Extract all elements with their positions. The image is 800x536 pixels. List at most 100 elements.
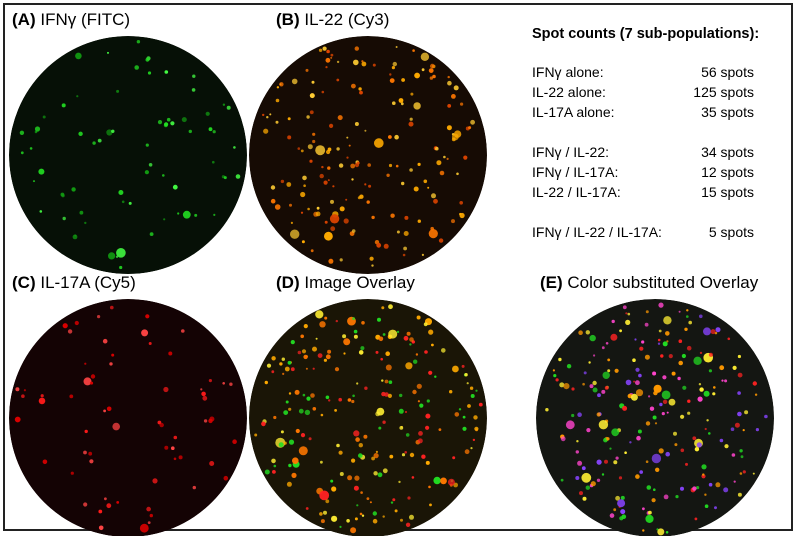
spot [372,518,378,524]
spot [162,174,165,177]
spot [404,410,408,414]
count-label: IL-17A alone: [532,104,615,120]
spot [635,380,640,386]
spot [336,78,340,82]
spot [335,319,338,323]
spot [305,367,308,370]
spot [303,184,306,187]
spot [414,72,420,79]
spot [665,531,669,534]
spot [235,174,241,179]
spot [475,389,478,392]
spot [699,314,703,319]
count-label: IFNγ / IL-17A: [532,164,619,180]
spot [454,412,460,417]
spot [428,229,438,239]
spot [354,122,359,126]
spot [408,121,414,127]
spot [295,428,300,434]
spot [649,406,655,411]
spot [645,310,649,314]
spot [266,363,272,368]
spot [416,315,421,320]
spot [181,329,185,333]
spot [329,214,340,224]
spot [421,68,425,72]
count-row: IL-22 / IL-17A: 15 spots [532,182,754,202]
spot [273,415,277,420]
spot [275,98,280,103]
spot [271,356,276,361]
spot [417,400,420,403]
spot [685,462,688,466]
spot [381,306,385,310]
well-background [249,299,487,536]
spot [692,436,697,441]
spot [645,514,654,523]
spot [423,322,428,327]
spot [713,386,716,389]
spot [558,357,562,362]
spot [110,305,114,310]
spot [665,331,670,336]
spot [324,231,333,241]
spot [663,316,672,325]
spot [331,515,338,522]
spot [348,144,351,147]
spot [391,66,395,70]
spot [583,371,587,375]
spot [358,443,363,448]
spot [421,454,426,459]
spot [610,333,618,341]
spot [288,407,292,411]
spot [742,470,746,474]
spot [329,123,334,128]
spot [178,455,183,460]
spot [680,486,684,491]
spot [171,446,175,450]
spot [661,390,671,400]
count-value: 12 spots [701,164,754,180]
spot [310,393,315,398]
spot [356,504,359,507]
spot [737,354,741,359]
spot [319,173,324,179]
spot [383,243,389,249]
spot [298,408,304,414]
spot [352,394,355,398]
spot [302,175,307,181]
spot [398,480,401,484]
spot [456,172,459,176]
spot [622,405,628,411]
spot [401,181,405,186]
spot [613,508,617,512]
spot [648,395,651,398]
spot [686,309,689,312]
spot [208,127,213,132]
spot [675,495,679,499]
spot [382,420,386,424]
spot [671,371,676,376]
spot [406,331,411,336]
count-label: IL-22 / IL-17A: [532,184,621,200]
spot [291,472,297,478]
spot [319,512,323,516]
spot [687,399,691,403]
spot [98,525,104,531]
spot [320,519,325,524]
spot [657,528,665,536]
spot [358,350,364,355]
count-row: IL-22 alone: 125 spots [532,82,754,102]
spot [645,460,649,463]
spot [417,438,423,444]
spot [372,63,376,67]
spot [620,509,626,515]
spot [559,382,565,388]
spot [61,103,66,108]
spot [588,361,591,364]
spot [409,343,412,346]
spot [192,485,196,490]
spot [317,353,323,358]
spot [223,475,229,481]
spot [337,115,343,121]
